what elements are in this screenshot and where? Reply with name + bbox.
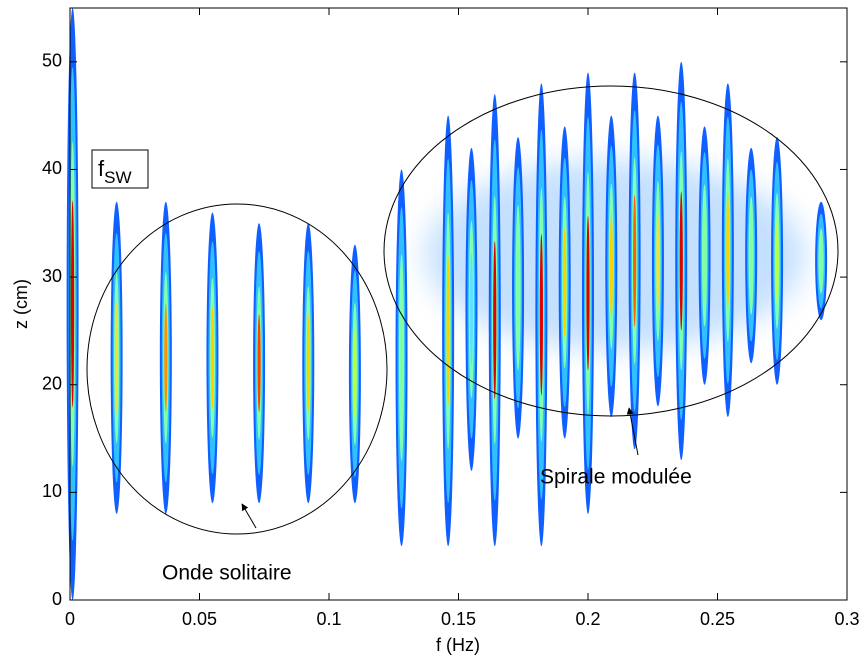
stripe-core [586,216,590,371]
stripe-core [115,303,119,413]
y-tick-label: 30 [42,266,62,286]
fsw-main: f [98,156,105,181]
y-tick-label: 50 [42,51,62,71]
stripe-core [539,233,543,396]
stripe-core [679,191,683,331]
fsw-sub: SW [104,168,131,187]
y-tick-label: 0 [52,589,62,609]
stripe-core [257,314,261,413]
stripe-core [749,217,753,294]
x-tick-label: 0.15 [441,609,476,629]
stripe-core [210,306,215,409]
stripe-core [469,252,474,366]
stripe-core [493,241,497,400]
x-tick-label: 0.25 [700,609,735,629]
stripe-core [726,191,730,309]
y-tick-label: 40 [42,158,62,178]
stripe-core [563,227,567,338]
x-tick-label: 0.05 [182,609,217,629]
stripe-core [516,235,520,341]
y-tick-label: 20 [42,373,62,393]
stripe-core [306,314,310,413]
stripe-core [353,328,357,420]
annotation: Onde solitaire [162,562,292,585]
x-tick-label: 0.2 [575,609,600,629]
fsw-box [91,149,149,189]
stripe-core [446,255,450,407]
stripe-core [399,291,404,424]
stripe-core [702,210,707,301]
y-tick-label: 10 [42,481,62,501]
arrow [241,503,257,529]
stripe-core [819,240,823,282]
region-ellipse [383,85,839,417]
stripe-core [164,303,168,413]
fsw-label: fSW [98,156,132,188]
x-tick-label: 0.1 [316,609,341,629]
stripe-core [609,213,613,320]
annotation: Spirale modulée [540,466,692,489]
axes: 0 0.05 0.1 0.15 0.2 0.25 0.3 0 10 20 30 40 50 [42,8,860,629]
x-axis-label: f (Hz) [436,635,480,655]
stripe-core [70,200,75,408]
y-axis-label: z (cm) [11,279,31,329]
stripe-core [775,217,779,305]
region-ellipse [86,203,388,535]
arrow [626,407,639,456]
x-tick-label: 0.3 [834,609,859,629]
x-tick-label: 0 [65,609,75,629]
stripe-core [656,210,660,312]
stripe-core [633,195,637,327]
